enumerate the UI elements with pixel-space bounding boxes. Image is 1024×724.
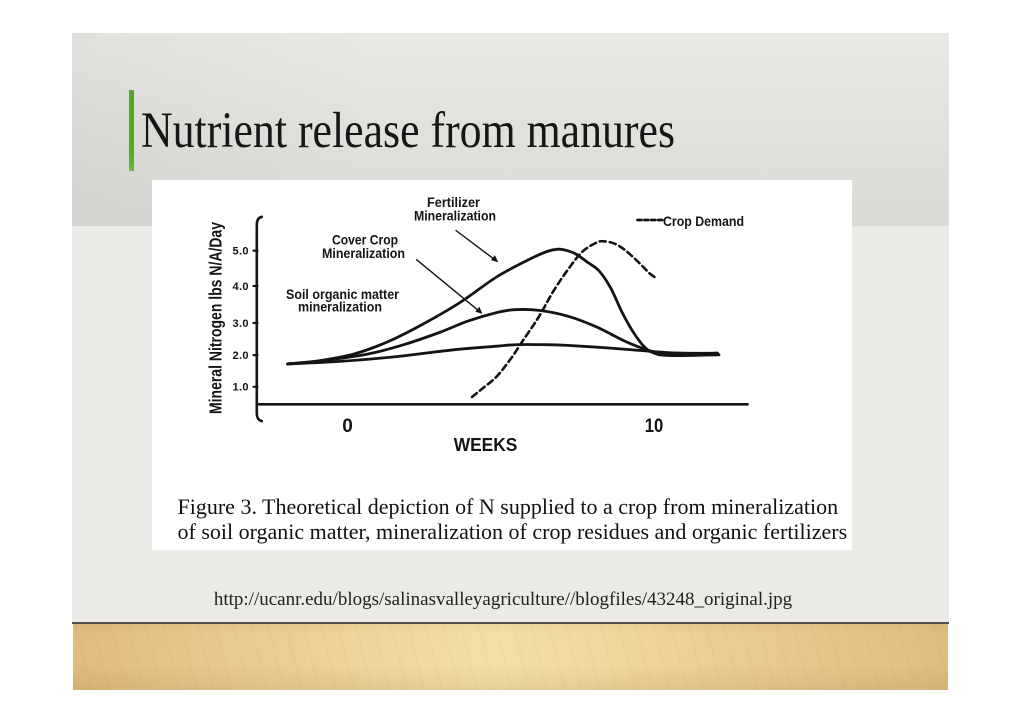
svg-text:10: 10 bbox=[645, 416, 664, 437]
svg-text:Fertilizer: Fertilizer bbox=[427, 195, 481, 210]
svg-text:mineralization: mineralization bbox=[298, 300, 382, 315]
svg-text:1.0: 1.0 bbox=[233, 382, 249, 394]
svg-text:Cover Crop: Cover Crop bbox=[332, 232, 398, 247]
svg-text:Crop Demand: Crop Demand bbox=[663, 214, 744, 229]
svg-text:Mineral Nitrogen lbs N/A/Day: Mineral Nitrogen lbs N/A/Day bbox=[206, 222, 226, 414]
svg-text:WEEKS: WEEKS bbox=[454, 434, 518, 455]
svg-text:5.0: 5.0 bbox=[233, 245, 249, 257]
svg-text:4.0: 4.0 bbox=[233, 281, 249, 293]
svg-text:2.0: 2.0 bbox=[233, 350, 249, 362]
svg-text:3.0: 3.0 bbox=[233, 318, 249, 330]
svg-text:Mineralization: Mineralization bbox=[322, 246, 405, 261]
svg-text:0: 0 bbox=[342, 416, 353, 437]
svg-text:Mineralization: Mineralization bbox=[414, 209, 496, 224]
svg-text:Soil organic matter: Soil organic matter bbox=[286, 287, 400, 302]
